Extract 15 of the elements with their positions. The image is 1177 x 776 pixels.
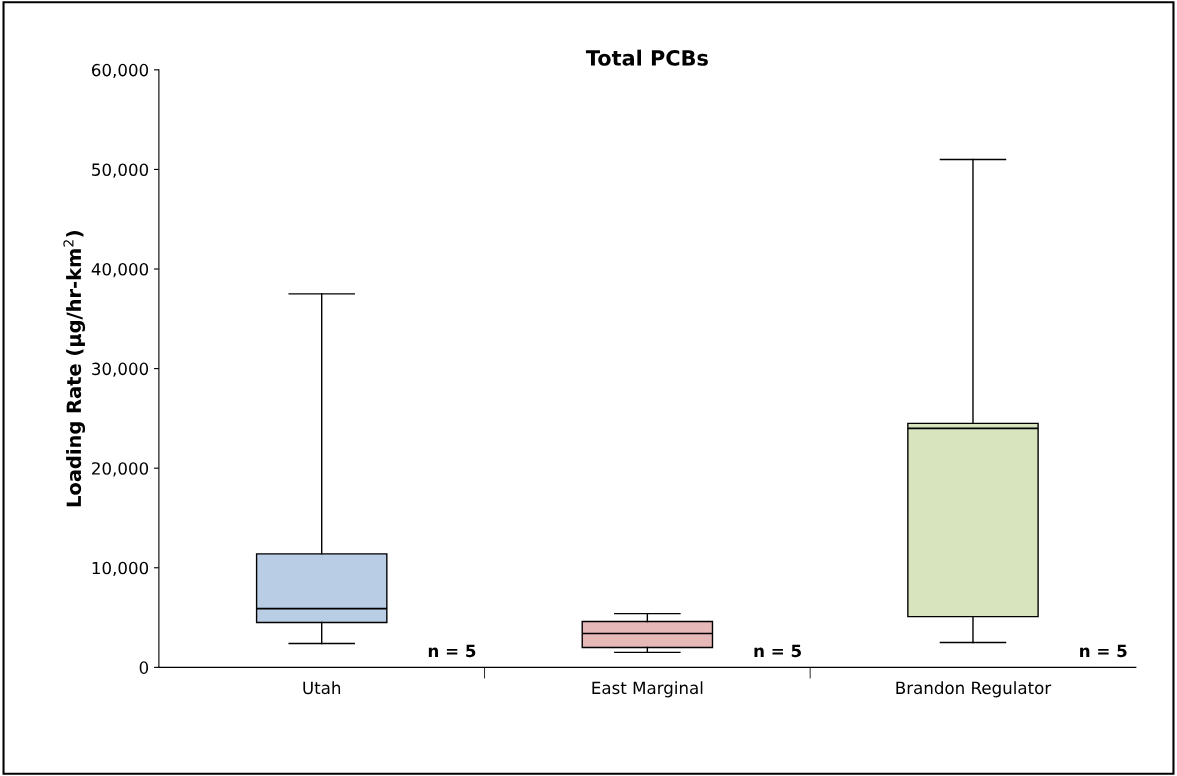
annotation: n = 5	[428, 644, 476, 658]
y-tick-label: 30,000	[92, 362, 149, 377]
annotation: n = 5	[1080, 644, 1127, 658]
y-tick-label: 40,000	[91, 262, 149, 278]
x-tick-label: Utah	[303, 681, 341, 695]
y-axis-title: Loading Rate (µg/hr-km$^{2}$)	[63, 231, 86, 507]
y-tick-label: 60,000	[92, 63, 149, 79]
x-tick-label: East Marginal	[592, 681, 703, 698]
y-tick-label: 0	[139, 661, 149, 674]
chart-title: Total PCBs	[585, 49, 708, 66]
annotation: n = 5	[754, 644, 801, 658]
y-tick-label: 10,000	[92, 561, 149, 577]
y-tick-label: 20,000	[92, 462, 149, 477]
x-tick-label: Brandon Regulator	[896, 681, 1052, 698]
y-tick-label: 50,000	[92, 163, 149, 178]
